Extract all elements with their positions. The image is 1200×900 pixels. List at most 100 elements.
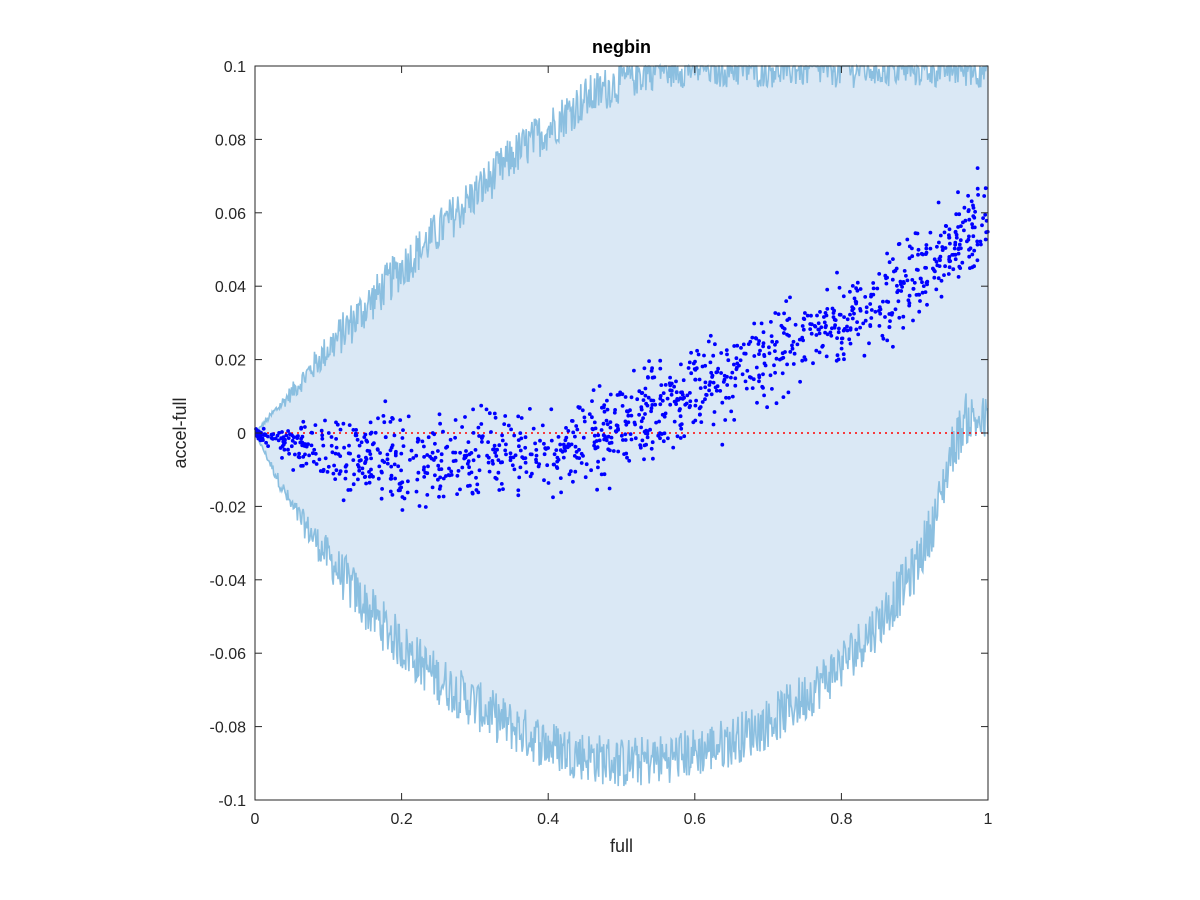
scatter-point [276,438,281,443]
scatter-point [415,477,420,482]
scatter-point [611,449,616,453]
scatter-point [881,299,885,304]
scatter-point [720,400,725,405]
scatter-point [869,308,874,312]
scatter-point [975,242,980,247]
scatter-point [528,474,533,479]
scatter-point [271,432,276,437]
scatter-point [795,342,800,347]
scatter-point [596,459,600,464]
scatter-point [956,247,961,252]
scatter-point [605,422,610,427]
scatter-point [938,254,943,259]
scatter-point [357,468,362,473]
scatter-point [290,438,295,443]
scatter-point [579,451,584,456]
scatter-point [687,360,692,365]
scatter-point [484,407,489,412]
y-tick-label: 0.1 [224,59,246,76]
scatter-point [745,368,750,373]
scatter-point [888,319,892,323]
y-tick-label: 0.04 [215,279,246,296]
scatter-point [416,436,420,441]
scatter-point [895,283,899,288]
x-tick-label: 0.6 [684,811,706,828]
scatter-point [628,432,633,436]
scatter-point [321,467,326,472]
scatter-point [835,270,839,275]
scatter-point [839,336,844,341]
scatter-point [422,455,426,459]
scatter-point [689,371,694,376]
scatter-point [266,444,270,448]
scatter-point [591,388,596,392]
scatter-point [334,437,338,441]
scatter-point [357,443,362,448]
scatter-point [608,392,613,397]
scatter-point [560,449,565,454]
scatter-point [616,449,621,454]
scatter-point [649,446,654,451]
scatter-point [331,471,336,476]
scatter-point [838,312,843,317]
scatter-point [376,416,380,421]
scatter-point [518,448,523,453]
scatter-point [486,440,490,444]
scatter-point [620,404,625,408]
scatter-point [768,373,773,378]
scatter-point [357,465,361,469]
scatter-point [367,474,372,479]
scatter-point [489,430,493,434]
scatter-point [502,422,507,426]
scatter-point [704,392,708,397]
scatter-point [770,387,774,391]
scatter-point [836,330,841,335]
scatter-point [433,473,437,478]
scatter-point [814,333,819,337]
scatter-point [858,325,862,330]
scatter-point [666,436,670,441]
scatter-point [947,259,952,264]
scatter-point [612,410,617,415]
scatter-point [841,294,846,299]
scatter-point [409,448,414,453]
scatter-point [503,448,508,453]
scatter-point [784,299,789,303]
scatter-point [660,412,665,417]
scatter-point [613,408,617,412]
scatter-point [824,354,829,359]
scatter-point [956,225,960,229]
scatter-point [772,363,776,368]
scatter-point [471,431,476,435]
scatter-point [679,362,683,367]
scatter-point [629,437,634,442]
scatter-point [744,386,749,391]
scatter-point [722,373,727,378]
scatter-point [885,251,889,256]
scatter-point [280,430,284,434]
scatter-point [891,257,895,261]
x-tick-label: 0.4 [537,811,559,828]
scatter-point [533,441,537,446]
scatter-point [378,451,382,455]
scatter-point [873,309,878,314]
scatter-point [645,403,650,408]
scatter-point [629,413,634,418]
scatter-point [444,445,448,450]
scatter-point [830,326,834,331]
scatter-point [281,438,286,443]
scatter-point [663,411,668,416]
scatter-point [590,415,594,420]
scatter-point [528,407,532,411]
scatter-point [332,463,336,468]
scatter-point [862,353,867,358]
scatter-point [343,476,348,481]
scatter-point [552,452,557,457]
scatter-point [584,462,589,467]
scatter-point [521,456,526,461]
scatter-point [516,438,521,442]
scatter-point [961,220,965,225]
scatter-point [567,472,572,477]
scatter-point [946,272,951,276]
scatter-point [880,333,885,338]
